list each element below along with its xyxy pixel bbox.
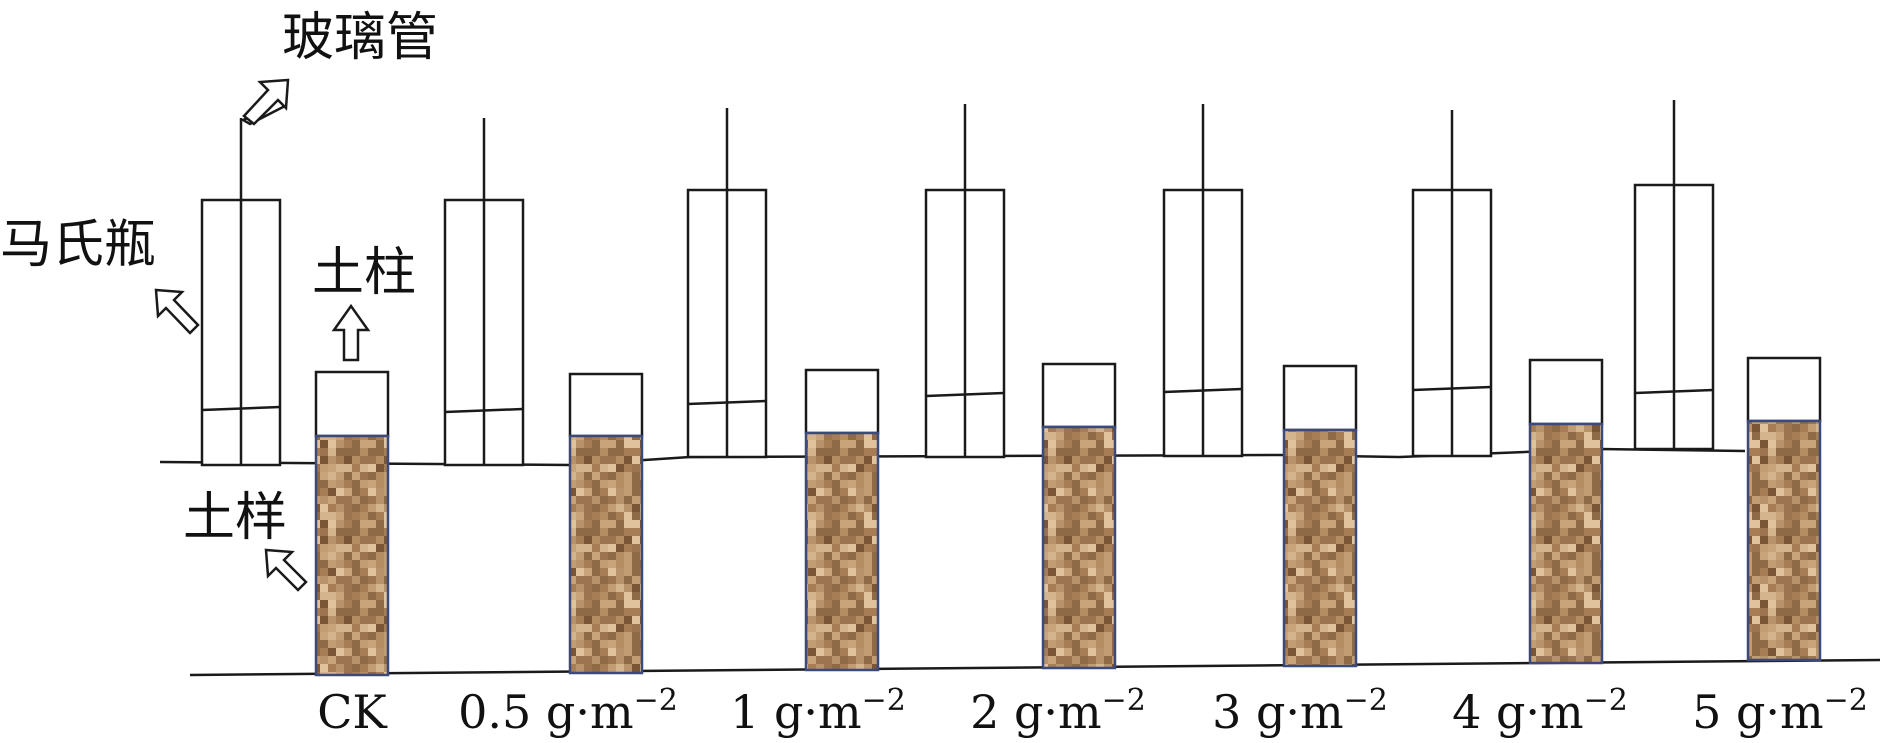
bottle-water-level (1412, 385, 1492, 392)
soil-column (1746, 356, 1822, 662)
arrow-icon-soil-column (331, 303, 371, 362)
column-head (1282, 364, 1358, 432)
treatment-label: 4 g·m−2 (1452, 683, 1628, 739)
bottle-water-level (1634, 388, 1714, 395)
treatment-unit: g·m (999, 685, 1101, 739)
soil-sample-fill (1746, 419, 1822, 662)
soil-column (568, 372, 644, 675)
bottle-water-level (925, 391, 1005, 398)
soil-column (804, 368, 880, 672)
arrow-icon-soil-sample (264, 548, 308, 592)
column-head (1746, 356, 1822, 423)
treatment-label: 2 g·m−2 (970, 683, 1146, 739)
bottle-water-level (444, 407, 524, 414)
treatment-unit-exponent: −2 (1584, 683, 1628, 718)
base-line (189, 658, 1881, 677)
soil-sample-label: 土样 (183, 488, 287, 548)
treatment-labels: CK 0.5 g·m−2 1 g·m−2 2 g·m−2 3 g·m−2 4 g·m−2 5… (317, 683, 1868, 739)
soil-sample-fill (1282, 428, 1358, 668)
soil-sample-fill (1041, 425, 1117, 670)
treatment-unit: g·m (531, 685, 633, 739)
treatment-label: 3 g·m−2 (1212, 683, 1388, 739)
column-head (568, 372, 644, 438)
treatment-name: CK (317, 685, 388, 739)
soil-column (1528, 358, 1604, 665)
treatment-unit-exponent: −2 (1824, 683, 1868, 718)
mariotte-bottle (924, 104, 1006, 459)
treatment-label: 0.5 g·m−2 (458, 683, 678, 739)
soil-column (314, 370, 390, 677)
column-head (804, 368, 880, 435)
soil-sample-fill (804, 431, 880, 672)
mariotte-bottle (686, 108, 768, 459)
soil-sample-fill (1528, 422, 1604, 665)
treatment-unit-exponent: −2 (1102, 683, 1146, 718)
arrow-icon-mariotte-bottle (154, 288, 200, 335)
treatment-unit: g·m (1481, 685, 1583, 739)
treatment-unit: g·m (1241, 685, 1343, 739)
treatment-label: 1 g·m−2 (730, 683, 906, 739)
treatment-unit-exponent: −2 (1344, 683, 1388, 718)
mariotte-bottle (443, 118, 525, 467)
bottle-water-level (1163, 387, 1243, 394)
soil-sample-fill (314, 434, 390, 677)
arrow-icon-glass-tube (240, 78, 290, 126)
treatment-unit-exponent: −2 (634, 683, 678, 718)
soil-sample-fill (568, 434, 644, 675)
mariotte-bottle (1633, 100, 1715, 451)
treatment-label: CK (317, 685, 388, 739)
soil-column (1041, 362, 1117, 670)
mariotte-bottle (1162, 104, 1244, 458)
column-head (314, 370, 390, 438)
treatment-name: 1 (730, 685, 759, 739)
treatment-unit: g·m (759, 685, 861, 739)
mariotte-bottle-label: 马氏瓶 (0, 215, 156, 275)
mariotte-bottles (200, 100, 1715, 467)
column-head (1041, 362, 1117, 429)
column-head (1528, 358, 1604, 426)
soil-column-label: 土柱 (312, 243, 416, 303)
treatment-name: 5 (1692, 685, 1721, 739)
bottle-water-level (687, 399, 767, 406)
bottle-water-level (201, 405, 281, 412)
treatment-name: 2 (970, 685, 999, 739)
soil-columns (314, 356, 1822, 677)
mariotte-bottle (1411, 110, 1493, 458)
treatment-unit-exponent: −2 (862, 683, 906, 718)
treatment-name: 4 (1452, 685, 1481, 739)
mariotte-bottle (200, 118, 282, 467)
glass-tube-label: 玻璃管 (282, 8, 438, 68)
treatment-unit: g·m (1721, 685, 1823, 739)
treatment-name: 0.5 (458, 685, 531, 739)
treatment-name: 3 (1212, 685, 1241, 739)
soil-column (1282, 364, 1358, 668)
treatment-label: 5 g·m−2 (1692, 683, 1868, 739)
